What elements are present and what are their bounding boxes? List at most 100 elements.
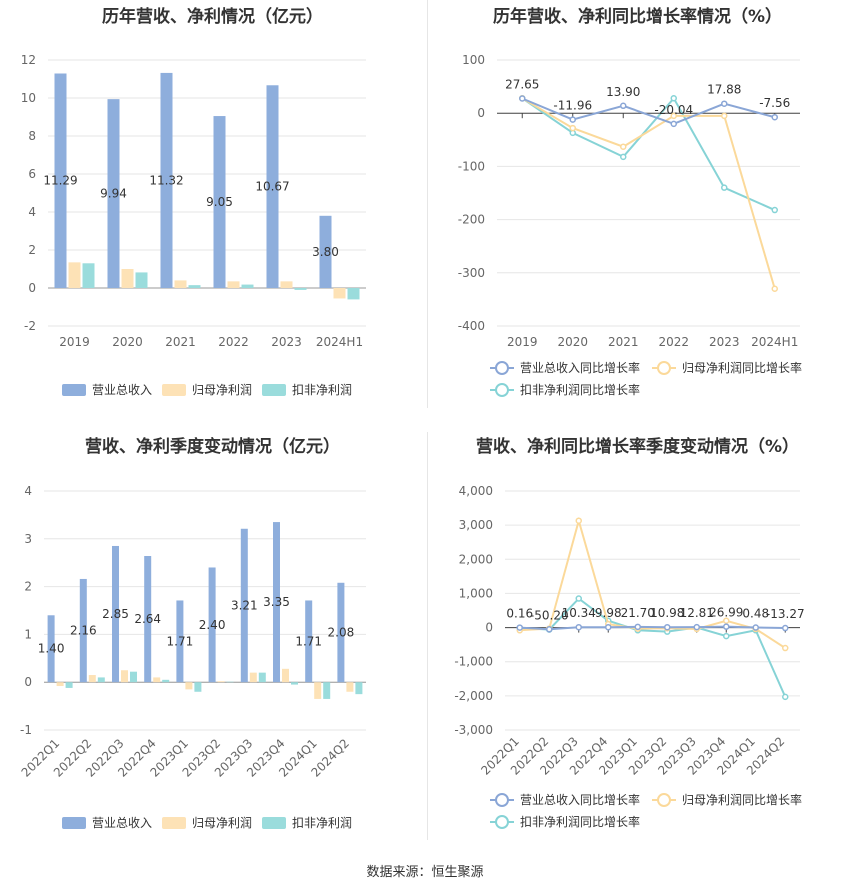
data-label: 2.16 (70, 624, 97, 638)
bar (208, 567, 216, 683)
y-tick-label: 10 (21, 91, 36, 105)
y-tick-label: -400 (458, 319, 485, 333)
bar (174, 280, 187, 288)
data-label: 0.48 (742, 607, 769, 621)
y-tick-label: -1,000 (454, 655, 493, 669)
data-label: -7.56 (759, 96, 790, 110)
bar (68, 262, 81, 288)
data-point (723, 623, 730, 630)
data-point (634, 623, 641, 631)
data-point (575, 595, 582, 602)
data-point (771, 206, 778, 214)
data-label: 2.85 (102, 607, 129, 621)
bar (130, 671, 137, 683)
y-tick-label: -200 (458, 213, 485, 227)
y-tick-label: 0 (28, 281, 36, 295)
x-tick-label: 2021 (165, 335, 196, 349)
data-label: 10.98 (650, 606, 684, 620)
chart-panel-quarterly-revenue-profit: 营收、净利季度变动情况（亿元） -1 0 1 2 3 4 1.40 2022Q1 2.16 202… (0, 430, 425, 860)
data-point (752, 624, 759, 631)
y-tick-label: 3 (24, 532, 32, 546)
data-point (721, 112, 728, 120)
series-line (519, 597, 787, 698)
data-label: 2.08 (328, 625, 355, 639)
data-point (782, 693, 789, 701)
data-label: 11.32 (149, 173, 183, 187)
chart-panel-quarterly-growth-rate: 营收、净利同比增长率季度变动情况（%） -3,000 -2,000 -1,000 0 1… (425, 430, 850, 860)
x-tick-label: 2024H1 (751, 335, 798, 349)
bar (97, 677, 105, 683)
bar (305, 600, 313, 683)
y-tick-label: -1 (20, 723, 32, 737)
data-label: 2.64 (134, 612, 161, 626)
data-source-note: 数据来源：恒生聚源 (366, 865, 484, 880)
data-point (519, 95, 526, 102)
data-label: 3.80 (312, 245, 339, 259)
chart-panel-annual-growth-rate: 历年营收、净利同比增长率情况（%） -400 -300 -200 -100 0 100 27… (425, 0, 850, 430)
chart-title: 历年营收、净利同比增长率情况（%） (492, 7, 783, 27)
bar (107, 99, 120, 288)
x-tick-label: 2021 (608, 335, 639, 349)
x-tick-label: 2019 (507, 335, 538, 349)
data-label: -11.96 (553, 99, 592, 113)
data-label: 12.81 (680, 606, 714, 620)
legend-label: 营业总收入 (92, 816, 152, 830)
legend-swatch (62, 384, 86, 396)
y-tick-label: -2,000 (454, 689, 493, 703)
data-point (670, 95, 677, 102)
bar (249, 672, 257, 683)
y-tick-label: -2 (24, 319, 36, 333)
data-point (721, 184, 728, 191)
data-label: 27.65 (505, 77, 539, 91)
y-tick-label: 8 (28, 129, 36, 143)
legend-label: 营业总收入同比增长率 (520, 360, 640, 375)
data-point (771, 113, 778, 121)
y-tick-label: 2,000 (459, 552, 493, 566)
data-point (693, 623, 700, 631)
bar (346, 682, 354, 692)
data-label: 26.99 (709, 606, 743, 620)
data-point (771, 285, 778, 293)
data-point (605, 623, 612, 631)
y-tick-label: 4 (24, 484, 32, 498)
y-tick-label: 1,000 (459, 586, 493, 600)
bar (217, 681, 225, 683)
legend-swatch (262, 384, 286, 396)
legend-label: 扣非净利润 (292, 816, 352, 830)
y-tick-label: 0 (485, 621, 493, 635)
data-point (723, 632, 730, 640)
bar (185, 682, 193, 690)
data-label: 11.29 (43, 174, 77, 188)
chart-svg: -400 -300 -200 -100 0 100 27.65 -11.96 13.90 -20.… (458, 53, 802, 397)
data-label: 1.71 (295, 634, 322, 648)
data-label: 1.40 (38, 642, 65, 656)
series-line (521, 96, 776, 211)
legend-label: 归母净利润同比增长率 (682, 792, 802, 807)
bar (273, 522, 280, 683)
series-line (519, 516, 786, 649)
bar (188, 285, 201, 288)
data-point (575, 623, 582, 631)
data-label: 3.35 (263, 595, 290, 609)
data-label: 9.05 (206, 195, 233, 209)
bar (226, 681, 234, 683)
chart-svg: -3,000 -2,000 -1,000 0 1,000 2,000 3,000 4,000 0… (454, 484, 805, 829)
data-point (723, 617, 730, 624)
data-label: -20.04 (654, 103, 693, 117)
x-tick-label: 2020 (557, 335, 588, 349)
bar (47, 615, 55, 683)
legend-marker (495, 793, 509, 807)
bar (121, 269, 134, 288)
data-point (516, 624, 523, 631)
legend-label: 归母净利润 (192, 816, 252, 830)
bar (56, 682, 64, 687)
bar (88, 675, 96, 683)
bar (79, 578, 87, 683)
legend-marker (657, 361, 671, 375)
legend-label: 营业总收入同比增长率 (520, 792, 640, 807)
bar (121, 670, 128, 683)
data-point (670, 120, 677, 128)
y-tick-label: 6 (28, 167, 36, 181)
data-label: -50.20 (530, 608, 569, 622)
data-point (721, 100, 728, 107)
